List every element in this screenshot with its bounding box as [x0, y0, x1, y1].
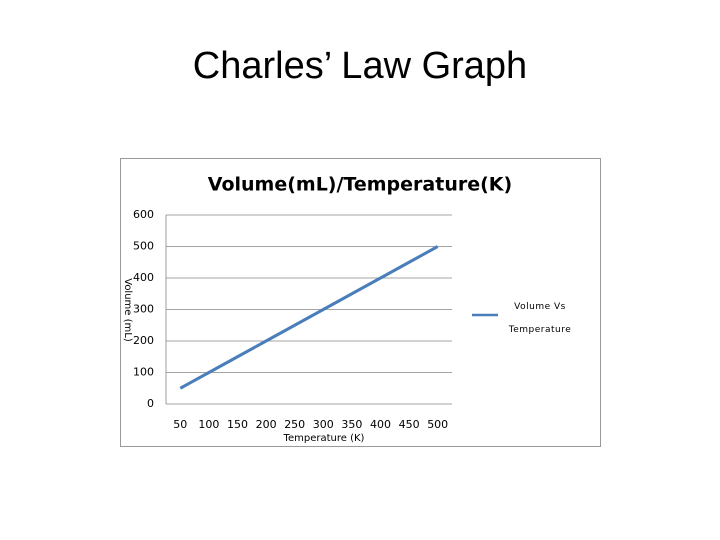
x-tick-label: 450 [399, 418, 420, 431]
legend: Volume Vs Temperature [496, 296, 584, 342]
y-tick-label: 500 [133, 240, 154, 253]
y-tick-label: 200 [133, 334, 154, 347]
data-line [179, 245, 439, 390]
y-tick-label: 400 [133, 271, 154, 284]
y-tick-label: 600 [133, 208, 154, 221]
y-tick-label: 0 [147, 397, 154, 410]
x-tick-label: 100 [198, 418, 219, 431]
chart-frame [120, 158, 601, 447]
x-tick-label: 250 [284, 418, 305, 431]
chart-title: Volume(mL)/Temperature(K) [208, 174, 512, 196]
x-tick-label: 400 [370, 418, 391, 431]
y-tick-label: 100 [133, 366, 154, 379]
slide-title: Charles’ Law Graph [193, 45, 527, 87]
x-tick-label: 200 [256, 418, 277, 431]
y-axis-label: Volume (mL) [122, 278, 133, 342]
x-tick-label: 50 [173, 418, 187, 431]
x-tick-label: 500 [427, 418, 448, 431]
x-axis-label: Temperature (K) [283, 433, 365, 444]
x-tick-label: 150 [227, 418, 248, 431]
x-tick-label: 350 [341, 418, 362, 431]
legend-label: Volume Vs Temperature [508, 302, 572, 335]
x-tick-label: 300 [313, 418, 334, 431]
y-tick-label: 300 [133, 303, 154, 316]
